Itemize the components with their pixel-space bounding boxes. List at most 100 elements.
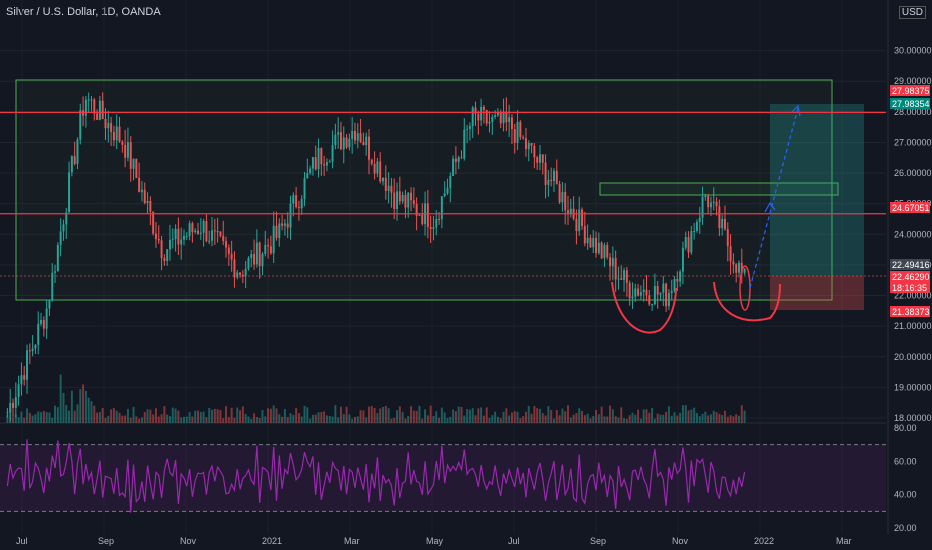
candle-body [42,319,45,329]
volume-bar [530,413,533,423]
y-tick-label: 20.00000 [894,352,932,362]
volume-bar [160,414,163,423]
candle-body [679,271,682,282]
volume-bar [174,408,177,423]
volume-bar [480,407,483,423]
candle-body [407,192,410,208]
volume-bar [404,418,407,423]
x-tick-label: Jul [16,536,28,546]
volume-bar [642,409,645,423]
candle-body [283,223,286,226]
candle-body [107,122,110,129]
volume-bar [634,414,637,423]
volume-bar [185,416,188,423]
range-rectangle [15,79,833,301]
candle-body [396,191,399,209]
candle-body [555,170,558,185]
volume-bar [522,416,525,423]
x-tick-label: Mar [344,536,360,546]
candle-body [185,236,188,238]
price-label-text: 24.67051 [892,203,930,213]
volume-bar [353,416,356,423]
candle-body [62,224,65,232]
volume-bar [331,416,334,423]
candle-body [56,244,59,272]
x-tick-label: Sep [590,536,606,546]
candle-body [653,286,656,305]
y-tick-label: 26.00000 [894,168,932,178]
volume-bar [387,408,390,423]
candle-body [732,261,735,265]
candle-body [564,192,567,211]
volume-bar [20,411,23,423]
candle-body [662,283,665,293]
price-label-tag [890,202,930,213]
price-label-tag [890,282,930,293]
price-axis[interactable]: 30.00000 29.00000 28.00000 27.00000 26.00000… [890,46,932,533]
candle-body [149,200,152,212]
volume-bar [28,412,31,423]
currency-button[interactable]: USD [898,6,926,19]
volume-bar [384,405,387,423]
candle-body [617,278,620,280]
candle-body [695,221,698,231]
volume-bar [457,406,460,423]
volume-bar [743,410,746,423]
candle-body [269,246,272,254]
volume-bar [272,405,275,423]
candle-body [110,122,113,133]
volume-bar [715,412,718,423]
candle-body [488,121,491,124]
candle-body [323,164,326,166]
volume-bar [581,410,584,423]
volume-bar [373,407,376,423]
candle-body [87,99,90,101]
volume-bar [180,417,183,423]
candle-body [468,126,471,129]
candle-body [494,115,497,117]
volume-bar [738,415,740,423]
volume-bar [466,409,469,423]
candle-body [339,132,342,150]
volume-bar [269,408,272,423]
candle-body [463,129,466,159]
volume-bar [177,410,180,423]
x-tick-label: Nov [180,536,197,546]
candle-body [693,230,696,232]
candle-body [370,159,373,164]
candle-body [698,217,701,222]
volume-bar [418,405,421,423]
volume-bar [505,408,508,423]
volume-bar [583,415,586,423]
candle-body [721,218,724,229]
candle-body [482,107,485,110]
candle-body [623,270,626,280]
volume-bar [289,413,292,423]
volume-bar [365,417,368,423]
price-label-text: 27.98375 [892,86,930,96]
candle-body [701,196,704,218]
volume-bar [362,410,365,423]
candle-body [460,157,463,159]
time-axis[interactable]: Jul Sep Nov 2021 Mar May Jul Sep Nov 2022 Mar [16,536,852,546]
volume-bar [667,406,670,423]
volume-bar [54,405,57,423]
candle-body [530,143,533,146]
candle-body [443,193,446,197]
candle-body [73,156,76,165]
volume-bar [440,407,443,423]
candle-body [334,134,337,146]
candle-body [278,223,281,238]
candle-body [191,223,194,233]
volume-bar [283,409,286,423]
candle-body [225,241,228,248]
candle-body [558,184,561,203]
candle-body [202,221,205,233]
y-tick-label: 27.00000 [894,137,932,147]
candle-body [267,244,270,247]
candle-body [421,214,424,225]
volume-bar [496,416,499,423]
volume-bar [286,417,289,423]
volume-bar [589,418,592,423]
